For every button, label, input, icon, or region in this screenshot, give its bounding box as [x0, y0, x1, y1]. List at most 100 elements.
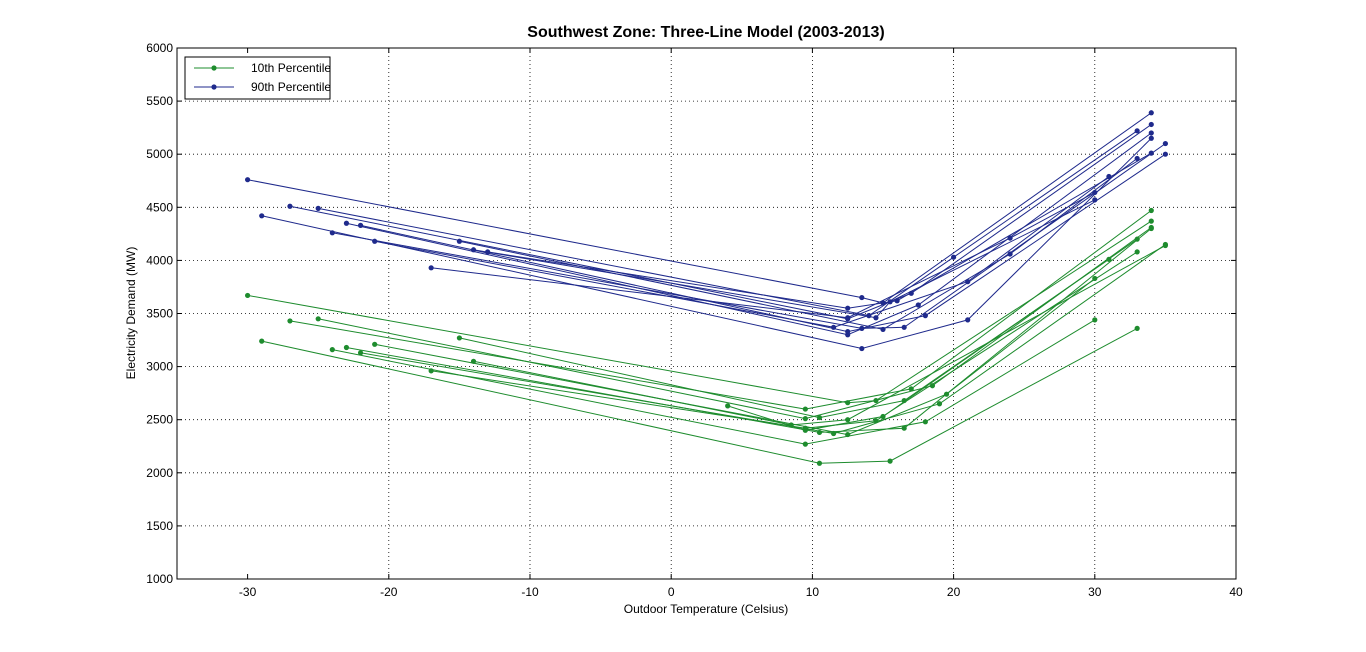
data-point-p90: [880, 326, 886, 333]
chart-title: Southwest Zone: Three-Line Model (2003-2…: [527, 24, 884, 41]
series-line-p10: [318, 227, 1152, 420]
ticks: -30 -20 -10 0 10 20 30 40 1000 1500 2000 2500 3000 35…: [146, 41, 1243, 599]
data-point-p10: [470, 358, 477, 364]
series-line-p90: [459, 158, 1138, 330]
x-tick-label: -20: [380, 585, 398, 599]
data-point-p10: [1092, 317, 1098, 323]
series-line-p10: [247, 220, 1152, 404]
data-point-p10: [1134, 236, 1140, 242]
legend-label-p90: 90th Percentile: [251, 80, 331, 94]
series-p90: [245, 110, 1168, 352]
data-point-p10: [1134, 249, 1140, 255]
data-point-p90: [315, 205, 321, 211]
data-point-p90: [1162, 151, 1168, 157]
x-tick-label: 40: [1229, 585, 1243, 599]
data-point-p90: [428, 265, 434, 271]
data-point-p90: [1148, 150, 1154, 156]
data-point-p10: [802, 406, 808, 412]
x-tick-label: 10: [806, 585, 820, 599]
series-line-p90: [247, 112, 1152, 304]
data-point-p90: [1007, 235, 1013, 241]
data-point-p10: [802, 416, 808, 422]
data-point-p90: [915, 302, 921, 308]
data-point-p90: [901, 324, 907, 330]
data-point-p10: [1148, 207, 1154, 214]
x-tick-label: 0: [668, 585, 675, 599]
data-point-p90: [859, 345, 865, 352]
series-line-p10: [289, 210, 1152, 410]
data-point-p90: [1148, 135, 1154, 141]
data-point-p10: [845, 431, 851, 438]
data-point-p90: [329, 230, 335, 236]
data-point-p90: [845, 315, 851, 321]
data-point-p10: [845, 417, 851, 423]
data-point-p90: [1162, 140, 1168, 147]
series-line-p90: [289, 124, 1152, 320]
data-point-p90: [845, 305, 851, 311]
data-point-p10: [908, 386, 914, 392]
data-point-p10: [943, 391, 950, 397]
data-point-p10: [936, 401, 943, 407]
data-point-p90: [1148, 110, 1154, 116]
data-point-p90: [845, 328, 851, 335]
data-point-p10: [887, 458, 893, 464]
data-point-p10: [372, 341, 378, 347]
series-line-p10: [346, 228, 1152, 433]
data-point-p10: [343, 344, 350, 351]
series-line-p10: [332, 319, 1096, 445]
data-point-p10: [357, 350, 364, 356]
data-point-p10: [1148, 218, 1154, 224]
legend-marker-p90: [211, 84, 217, 90]
data-point-p90: [287, 203, 293, 209]
data-point-p10: [816, 414, 823, 421]
y-tick-label: 6000: [146, 41, 173, 55]
data-point-p90: [1134, 155, 1140, 162]
data-point-p90: [1148, 130, 1154, 136]
data-point-p10: [873, 418, 879, 424]
data-point-p90: [485, 249, 491, 255]
data-point-p90: [1134, 128, 1140, 134]
data-point-p10: [456, 335, 462, 341]
series-line-p90: [431, 191, 1096, 319]
y-tick-label: 4000: [146, 253, 173, 267]
data-point-p90: [372, 238, 378, 244]
y-tick-label: 5000: [146, 147, 173, 161]
data-point-p90: [343, 220, 350, 226]
data-point-p10: [428, 368, 434, 374]
series-layer: [245, 110, 1168, 466]
series-line-p90: [487, 152, 1152, 309]
series-line-p10: [261, 327, 1138, 464]
data-point-p10: [880, 413, 886, 420]
data-point-p10: [725, 403, 731, 409]
data-point-p90: [456, 238, 462, 244]
legend-box: [184, 56, 331, 100]
y-tick-label: 1500: [146, 519, 173, 533]
data-point-p10: [816, 460, 823, 466]
series-line-p10: [727, 238, 1138, 431]
data-point-p90: [357, 222, 364, 228]
data-point-p90: [951, 254, 957, 260]
data-point-p90: [1148, 121, 1154, 128]
x-axis-label: Outdoor Temperature (Celsius): [624, 602, 789, 616]
y-tick-label: 2000: [146, 466, 173, 480]
data-point-p10: [901, 425, 907, 431]
series-line-p90: [346, 132, 1152, 336]
y-tick-label: 2500: [146, 413, 173, 427]
x-tick-label: 20: [947, 585, 961, 599]
data-point-p90: [859, 294, 865, 301]
data-point-p10: [901, 397, 907, 404]
data-point-p90: [1106, 173, 1112, 180]
data-point-p90: [259, 213, 265, 219]
y-tick-label: 3000: [146, 360, 173, 374]
data-point-p90: [245, 177, 251, 183]
series-line-p90: [261, 137, 1152, 350]
data-point-p90: [1007, 251, 1013, 257]
series-line-p10: [473, 245, 1166, 426]
y-axis-label: Electricity Demand (MW): [124, 247, 138, 380]
grid: [177, 48, 1236, 579]
legend-label-p10: 10th Percentile: [251, 61, 331, 75]
data-point-p10: [802, 427, 808, 433]
series-line-p90: [374, 176, 1110, 328]
data-point-p10: [1148, 225, 1154, 232]
data-point-p10: [287, 318, 293, 324]
